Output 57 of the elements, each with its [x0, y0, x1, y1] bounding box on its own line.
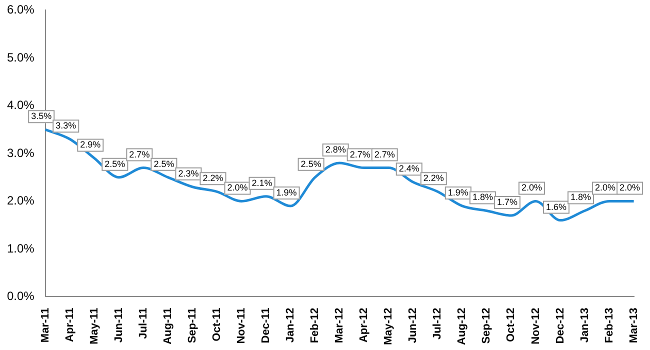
- data-label: 2.5%: [300, 158, 322, 169]
- data-label: 2.5%: [104, 158, 126, 169]
- x-tick-label: Apr-12: [358, 308, 370, 343]
- x-tick-label: May-11: [88, 308, 100, 344]
- y-tick-label: 1.0%: [6, 241, 35, 256]
- data-label: 1.9%: [448, 187, 468, 198]
- data-label: 3.5%: [31, 111, 52, 122]
- x-tick-label: Apr-11: [64, 308, 76, 342]
- x-tick-label: Nov-12: [530, 308, 542, 344]
- x-tick-label: Sep-11: [186, 308, 198, 344]
- data-label: 2.7%: [374, 149, 395, 160]
- data-label: 1.8%: [570, 192, 592, 202]
- data-label: 2.7%: [350, 149, 370, 160]
- x-tick-label: Nov-11: [236, 308, 248, 344]
- data-label: 2.5%: [154, 158, 174, 169]
- x-tick-label: Dec-11: [260, 308, 272, 344]
- x-tick-label: Feb-12: [309, 308, 322, 344]
- y-tick-label: 4.0%: [6, 98, 35, 112]
- x-tick-label: Feb-13: [603, 308, 616, 344]
- x-tick-label: Oct-12: [505, 308, 518, 342]
- data-label: 2.9%: [80, 140, 101, 150]
- x-tick-label: May-12: [382, 308, 395, 345]
- data-label: 1.9%: [276, 187, 297, 198]
- data-label: 2.1%: [252, 178, 272, 188]
- y-tick-label: 0.0%: [6, 289, 35, 304]
- data-label: 1.8%: [472, 192, 493, 202]
- data-label: 2.7%: [129, 149, 150, 160]
- y-tick-label: 6.0%: [6, 2, 35, 17]
- x-tick-label: Jun-12: [407, 308, 420, 344]
- data-label: 2.0%: [227, 182, 248, 193]
- data-label: 2.0%: [620, 182, 640, 193]
- x-tick-label: Mar-13: [628, 308, 640, 344]
- data-label: 2.0%: [595, 182, 616, 193]
- y-tick-label: 5.0%: [6, 50, 35, 64]
- data-label: 2.3%: [178, 168, 199, 178]
- data-label: 2.2%: [423, 173, 444, 184]
- x-tick-label: Sep-12: [480, 308, 493, 344]
- x-tick-label: Aug-12: [456, 308, 468, 345]
- x-tick-label: Dec-12: [554, 308, 566, 344]
- data-label: 2.0%: [521, 182, 542, 193]
- x-tick-label: Jul-12: [432, 308, 444, 340]
- x-tick-label: Jun-11: [112, 308, 125, 343]
- x-tick-label: Jul-11: [137, 308, 150, 339]
- y-tick-label: 2.0%: [6, 194, 35, 208]
- data-label: 1.6%: [546, 202, 566, 212]
- x-tick-label: Oct-11: [211, 308, 224, 342]
- x-tick-label: Jan-12: [284, 308, 297, 343]
- data-label: 2.8%: [325, 144, 346, 154]
- x-tick-label: Mar-12: [334, 308, 346, 344]
- y-tick-label: 3.0%: [6, 146, 35, 160]
- x-tick-label: Jan-13: [578, 308, 591, 343]
- data-label: 2.2%: [202, 173, 224, 184]
- data-label: 3.3%: [56, 120, 76, 131]
- x-tick-label: Aug-11: [162, 308, 174, 344]
- data-label: 2.4%: [398, 164, 420, 174]
- x-tick-label: Mar-11: [39, 308, 52, 343]
- data-label: 1.7%: [496, 197, 518, 208]
